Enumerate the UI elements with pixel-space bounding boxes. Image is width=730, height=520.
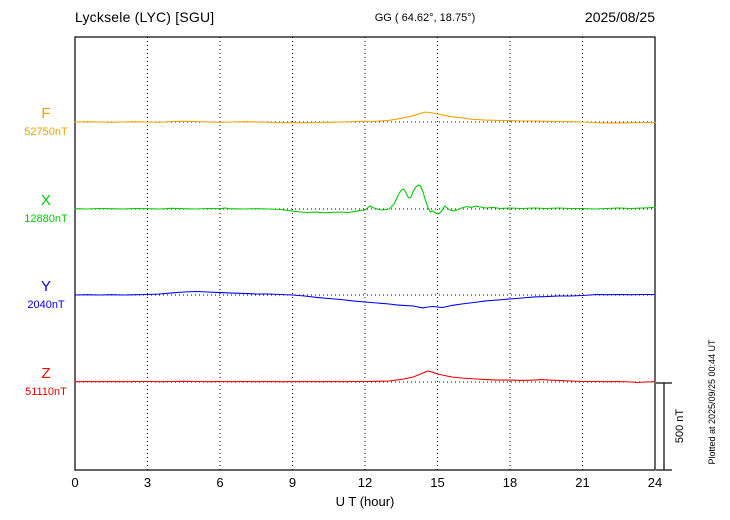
x-tick-label: 0 xyxy=(71,475,79,490)
x-tick-label: 3 xyxy=(143,475,152,490)
component-baseline-f: 52750nT xyxy=(24,126,68,138)
x-tick-label: 9 xyxy=(288,475,297,490)
component-baseline-y: 2040nT xyxy=(27,299,65,311)
component-name-f: F xyxy=(41,105,51,122)
plotted-timestamp-note: Plotted at 2025/09/25 00:44 UT xyxy=(707,339,717,465)
trace-X xyxy=(74,184,656,215)
trace-Z xyxy=(74,370,656,384)
observation-date: 2025/08/25 xyxy=(584,9,655,25)
component-baseline-x: 12880nT xyxy=(24,213,68,225)
component-label-y: Y 2040nT xyxy=(14,278,78,312)
component-label-z: Z 51110nT xyxy=(14,365,78,399)
x-tick-label: 15 xyxy=(430,475,445,490)
component-name-y: Y xyxy=(40,278,51,295)
x-tick-label: 6 xyxy=(216,475,224,490)
component-name-z: Z xyxy=(41,365,51,382)
trace-F xyxy=(74,111,656,124)
plot-border xyxy=(74,36,656,471)
component-label-f: F 52750nT xyxy=(14,105,78,139)
x-tick-label: 12 xyxy=(357,475,373,490)
geographic-coords: GG ( 64.62°, 18.75°) xyxy=(374,12,476,24)
trace-Y xyxy=(74,290,656,309)
x-axis-label: U T (hour) xyxy=(335,494,395,509)
component-label-x: X 12880nT xyxy=(14,192,78,226)
x-tick-label: 24 xyxy=(647,475,663,490)
component-name-x: X xyxy=(40,192,51,209)
station-title: Lycksele (LYC) [SGU] xyxy=(75,9,215,25)
scale-bar-label: 500 nT xyxy=(674,408,686,444)
x-tick-label: 18 xyxy=(502,475,518,490)
x-tick-label: 21 xyxy=(575,475,590,490)
component-baseline-z: 51110nT xyxy=(25,386,67,398)
